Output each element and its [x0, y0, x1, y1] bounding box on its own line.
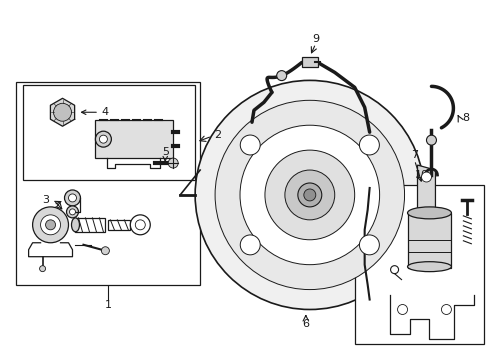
Text: 10: 10: [415, 170, 428, 180]
Circle shape: [135, 220, 145, 230]
Text: 8: 8: [462, 113, 469, 123]
Circle shape: [360, 235, 379, 255]
Bar: [16, 82, 200, 285]
Text: 6: 6: [302, 319, 309, 329]
Circle shape: [397, 305, 408, 315]
Circle shape: [41, 215, 61, 235]
Circle shape: [441, 305, 451, 315]
Bar: [23, 85, 195, 180]
Text: 4: 4: [81, 107, 109, 117]
Ellipse shape: [72, 218, 79, 232]
Bar: [408, 213, 451, 268]
Circle shape: [285, 170, 335, 220]
Text: 1: 1: [105, 300, 112, 310]
Polygon shape: [50, 98, 74, 126]
Ellipse shape: [408, 262, 451, 272]
Circle shape: [426, 135, 437, 145]
Text: 3: 3: [43, 195, 49, 205]
Circle shape: [69, 194, 76, 202]
Text: 9: 9: [312, 33, 319, 44]
Circle shape: [265, 150, 355, 240]
Bar: [108, 220, 130, 230]
Circle shape: [99, 135, 107, 143]
Circle shape: [421, 208, 432, 218]
Circle shape: [101, 247, 109, 255]
Circle shape: [215, 100, 405, 289]
Circle shape: [70, 209, 75, 215]
Circle shape: [421, 172, 432, 182]
Bar: [302, 58, 318, 67]
Circle shape: [96, 131, 111, 147]
Circle shape: [240, 125, 380, 265]
Circle shape: [240, 135, 260, 155]
Ellipse shape: [408, 207, 451, 219]
Circle shape: [46, 220, 55, 230]
Bar: [355, 185, 484, 345]
Circle shape: [67, 206, 78, 218]
Circle shape: [130, 215, 150, 235]
Polygon shape: [417, 165, 436, 225]
Circle shape: [168, 158, 178, 168]
Text: 2: 2: [215, 130, 221, 140]
Circle shape: [277, 71, 287, 81]
Bar: [75, 218, 105, 232]
Circle shape: [240, 235, 260, 255]
Circle shape: [53, 103, 72, 121]
Circle shape: [391, 266, 398, 274]
Circle shape: [33, 207, 69, 243]
Circle shape: [65, 190, 80, 206]
Circle shape: [360, 135, 379, 155]
Text: 5: 5: [162, 147, 169, 161]
Circle shape: [40, 266, 46, 272]
Bar: [96, 120, 173, 158]
Circle shape: [304, 189, 316, 201]
Text: 7: 7: [411, 150, 418, 160]
Circle shape: [298, 183, 322, 207]
Circle shape: [195, 80, 424, 310]
